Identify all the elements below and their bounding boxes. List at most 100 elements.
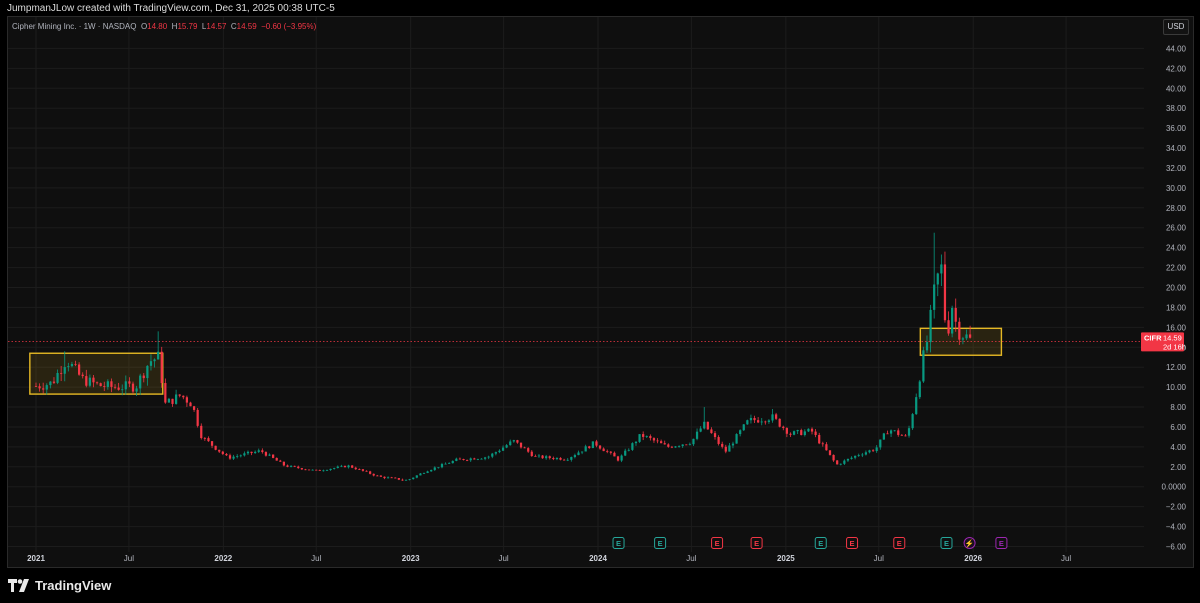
candle-body — [124, 381, 127, 390]
candle-body — [843, 460, 846, 464]
x-tick-label: 2023 — [402, 554, 420, 563]
candle-body — [49, 381, 52, 386]
candle-body — [376, 475, 379, 477]
currency-button[interactable]: USD — [1163, 19, 1189, 35]
candle-up — [591, 441, 594, 449]
candle-down — [764, 420, 767, 425]
candle-up — [49, 381, 52, 389]
candle-body — [685, 444, 688, 446]
y-tick-label: 28.00 — [1166, 204, 1187, 213]
candle-body — [379, 475, 383, 477]
event-marker[interactable]: E — [750, 537, 763, 549]
symbol-description[interactable]: Cipher Mining Inc. · 1W · NASDAQ — [12, 22, 137, 31]
event-marker-label: E — [754, 539, 759, 548]
symbol-legend[interactable]: Cipher Mining Inc. · 1W · NASDAQ O14.80 … — [12, 22, 316, 31]
candle-up — [965, 329, 968, 341]
candle-body — [871, 450, 875, 452]
candle-body — [519, 442, 523, 448]
event-marker-label: E — [658, 539, 663, 548]
candle-body — [911, 414, 914, 429]
candle-down — [516, 439, 519, 444]
candle-up — [688, 442, 691, 446]
candle-body — [60, 372, 63, 374]
candle-up — [627, 448, 630, 452]
event-marker[interactable]: E — [846, 537, 859, 549]
highlight-box — [29, 352, 164, 395]
tradingview-logo[interactable]: TradingView — [8, 578, 111, 593]
candle-up — [631, 442, 634, 451]
event-marker-box — [711, 537, 724, 549]
candle-body — [803, 431, 806, 436]
candle-body — [681, 444, 684, 447]
x-tick-label: Jul — [686, 554, 696, 563]
event-marker[interactable]: E — [814, 537, 827, 549]
candle-body — [810, 428, 814, 432]
candlestick-chart[interactable]: E E E E E E E E ⚡ E 44.00 42.00 40.00 38.00 36.00 34.0… — [8, 17, 1195, 569]
candle-up — [243, 451, 246, 457]
candle-down — [92, 375, 95, 388]
candle-up — [254, 450, 257, 454]
candle-down — [667, 443, 670, 448]
candle-down — [947, 311, 950, 336]
event-marker[interactable]: E — [654, 537, 667, 549]
candle-body — [451, 460, 454, 464]
candle-down — [523, 446, 526, 449]
price-axis[interactable]: 44.00 42.00 40.00 38.00 36.00 34.00 32.00 30.00… — [1162, 44, 1187, 551]
candle-up — [408, 478, 411, 481]
tradingview-logo-text: TradingView — [35, 578, 112, 593]
candle-body — [394, 477, 397, 479]
candle-up — [121, 384, 124, 396]
candle-down — [397, 477, 400, 481]
candle-body — [304, 469, 307, 471]
candle-up — [412, 477, 415, 480]
attribution-text: JumpmanJLow created with TradingView.com… — [7, 3, 335, 14]
candle-up — [940, 254, 943, 287]
event-marker[interactable]: E — [940, 537, 953, 549]
candle-body — [742, 424, 745, 431]
candle-down — [60, 365, 63, 382]
candle-down — [534, 454, 537, 457]
event-marker[interactable]: E — [893, 537, 906, 549]
candle-down — [160, 346, 163, 388]
chart-panel[interactable]: E E E E E E E E ⚡ E 44.00 42.00 40.00 38.00 36.00 34.0… — [7, 16, 1194, 568]
x-tick-label: Jul — [311, 554, 321, 563]
candle-up — [491, 452, 494, 459]
candle-body — [157, 351, 160, 360]
candle-down — [372, 473, 375, 477]
candle-down — [530, 450, 533, 457]
candle-body — [846, 458, 850, 461]
candle-body — [333, 467, 336, 469]
candle-up — [961, 336, 965, 345]
candle-down — [74, 360, 77, 367]
price-tag-countdown: 2d 16h — [1163, 342, 1186, 351]
candle-body — [907, 428, 911, 436]
candle-body — [139, 375, 142, 389]
candle-body — [545, 456, 548, 459]
candle-up — [839, 463, 842, 466]
event-marker[interactable]: ⚡ — [963, 537, 976, 549]
candle-down — [642, 431, 645, 441]
candle-up — [843, 459, 846, 466]
candle-body — [458, 458, 462, 460]
candle-body — [264, 452, 268, 456]
candle-body — [207, 438, 210, 442]
event-marker[interactable]: E — [711, 537, 724, 549]
candle-body — [717, 437, 720, 444]
event-marker[interactable]: E — [612, 537, 625, 549]
candle-down — [785, 427, 788, 438]
candle-body — [121, 389, 124, 391]
candle-down — [900, 434, 903, 436]
candle-down — [588, 445, 591, 449]
candle-body — [825, 444, 828, 451]
candle-body — [767, 420, 771, 422]
candle-body — [221, 451, 224, 454]
candle-down — [300, 467, 303, 470]
candle-body — [153, 359, 156, 362]
time-axis[interactable]: 2021 Jul 2022 Jul 2023 Jul 2024 Jul 2025 Jul 2026 J… — [27, 554, 1071, 563]
candle-body — [494, 452, 497, 454]
candle-up — [803, 429, 806, 437]
event-marker[interactable]: E — [995, 537, 1008, 549]
candle-body — [832, 454, 835, 461]
candle-body — [182, 395, 185, 398]
candle-body — [627, 449, 630, 451]
